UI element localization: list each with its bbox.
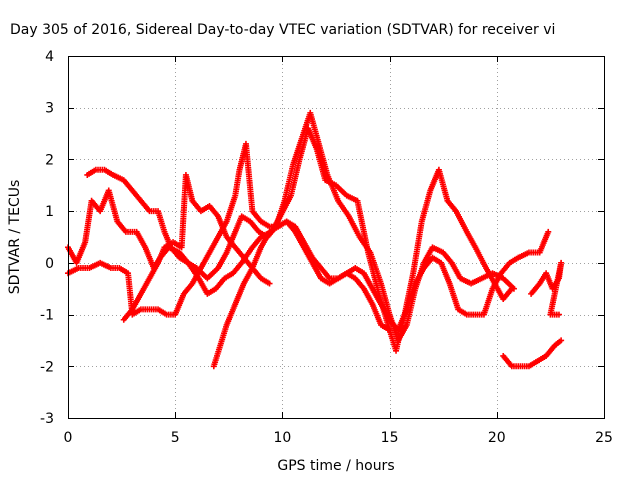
data-point <box>555 311 562 318</box>
data-point <box>510 285 517 292</box>
x-tick-label: 15 <box>381 430 399 446</box>
y-tick-label: 1 <box>45 204 54 220</box>
y-tick-label: 2 <box>45 152 54 168</box>
x-tick-label: 10 <box>273 430 291 446</box>
data-points <box>65 109 565 370</box>
y-tick-label: 3 <box>45 101 54 117</box>
series-track-e <box>120 171 273 323</box>
y-tick-label: -1 <box>40 308 54 324</box>
x-tick-label: 20 <box>488 430 506 446</box>
y-tick-label: 0 <box>45 256 54 272</box>
x-tick-label: 5 <box>171 430 180 446</box>
y-tick-label: -2 <box>40 359 54 375</box>
y-tick-label: -3 <box>40 411 54 427</box>
data-point <box>266 280 273 287</box>
data-point <box>545 228 552 235</box>
data-point <box>558 337 565 344</box>
x-tick-label: 0 <box>64 430 73 446</box>
data-point <box>386 327 393 334</box>
x-tick-label: 25 <box>595 430 613 446</box>
y-tick-label: 4 <box>45 49 54 65</box>
x-axis-label: GPS time / hours <box>277 458 394 474</box>
y-axis-label: SDTVAR / TECUs <box>7 180 23 295</box>
chart-title: Day 305 of 2016, Sidereal Day-to-day VTE… <box>10 22 555 38</box>
grid <box>68 56 604 418</box>
series-track-f <box>500 337 565 370</box>
ticks: 0 5 10 15 20 25 -3 -2 -1 0 1 2 3 4 <box>40 49 613 446</box>
plot-frame <box>68 56 605 419</box>
series-track-g <box>528 259 565 318</box>
